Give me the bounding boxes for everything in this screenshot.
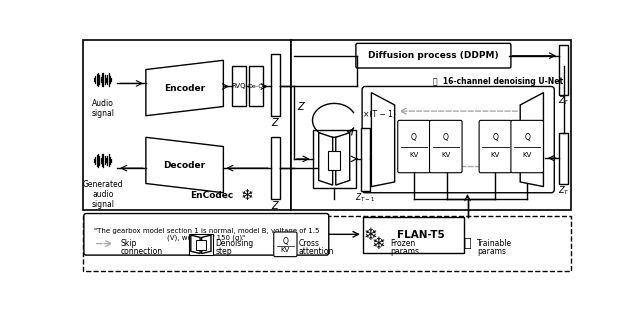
Text: "The gearbox model section 1 is normal, model B, voltage of 1.5
(V), weight of 1: "The gearbox model section 1 is normal, …	[93, 228, 319, 241]
Polygon shape	[336, 133, 349, 185]
Text: $Z_T$: $Z_T$	[557, 185, 570, 197]
FancyBboxPatch shape	[479, 120, 511, 173]
Text: Cross: Cross	[298, 239, 319, 248]
Text: Trainable: Trainable	[477, 239, 512, 248]
Text: params: params	[390, 247, 419, 256]
Text: Decoder: Decoder	[164, 161, 205, 170]
Bar	[271, 54, 280, 116]
Text: Q: Q	[443, 133, 449, 142]
FancyBboxPatch shape	[274, 232, 297, 257]
FancyBboxPatch shape	[84, 214, 329, 255]
Polygon shape	[371, 93, 395, 187]
FancyBboxPatch shape	[397, 120, 430, 173]
Bar	[328, 151, 340, 170]
Text: params: params	[477, 247, 506, 256]
Text: Diffusion process (DDPM): Diffusion process (DDPM)	[368, 51, 499, 60]
Bar	[249, 66, 263, 107]
Text: KV: KV	[491, 153, 500, 158]
Text: RVQ: RVQ	[232, 83, 246, 90]
Text: KV: KV	[410, 153, 419, 158]
Bar	[312, 130, 356, 188]
Text: Generated
audio
signal: Generated audio signal	[83, 180, 124, 210]
Text: 🔥: 🔥	[464, 237, 471, 250]
Text: $Z$: $Z$	[271, 116, 280, 128]
Text: EnCodec: EnCodec	[190, 191, 234, 200]
Bar	[232, 66, 246, 107]
Text: Skip: Skip	[120, 239, 137, 248]
Text: ×(T − 1): ×(T − 1)	[363, 110, 396, 119]
Bar	[363, 217, 463, 253]
Text: FLAN-T5: FLAN-T5	[397, 230, 445, 240]
Text: ❄: ❄	[371, 235, 385, 253]
Polygon shape	[191, 235, 200, 254]
Polygon shape	[520, 93, 543, 187]
Bar	[83, 216, 572, 271]
Text: connection: connection	[120, 247, 163, 256]
Text: Q: Q	[282, 237, 288, 246]
Text: KV: KV	[441, 153, 451, 158]
Text: Denoising: Denoising	[216, 239, 254, 248]
FancyBboxPatch shape	[429, 120, 462, 173]
Text: step: step	[216, 247, 232, 256]
Bar	[360, 128, 370, 191]
Text: ❄: ❄	[240, 188, 253, 202]
FancyBboxPatch shape	[362, 86, 554, 193]
Text: De-Q: De-Q	[248, 84, 264, 89]
FancyBboxPatch shape	[356, 43, 511, 68]
Text: Q: Q	[411, 133, 417, 142]
Text: Frozen: Frozen	[390, 239, 415, 248]
Text: 🔥  16-channel denoising U-Net: 🔥 16-channel denoising U-Net	[433, 77, 563, 86]
Polygon shape	[319, 133, 333, 185]
Polygon shape	[146, 60, 223, 116]
Bar	[83, 40, 291, 210]
Text: $Z$: $Z$	[271, 199, 280, 211]
Text: Audio
signal: Audio signal	[92, 99, 115, 118]
Text: attention: attention	[298, 247, 334, 256]
Bar	[189, 233, 213, 255]
Text: Q: Q	[524, 133, 530, 142]
Text: $Z_{T-1}$: $Z_{T-1}$	[355, 191, 375, 204]
Text: Q: Q	[492, 133, 499, 142]
Text: $Z_T$: $Z_T$	[557, 95, 570, 107]
Text: Encoder: Encoder	[164, 83, 205, 92]
Polygon shape	[202, 235, 211, 254]
Polygon shape	[146, 137, 223, 193]
Text: KV: KV	[522, 153, 532, 158]
Bar	[559, 133, 568, 184]
Bar	[291, 40, 572, 210]
FancyBboxPatch shape	[511, 120, 543, 173]
Bar	[559, 45, 568, 95]
Text: $Z$: $Z$	[297, 100, 306, 113]
Bar	[271, 137, 280, 199]
Text: KV: KV	[281, 247, 290, 254]
Text: ❄: ❄	[364, 226, 378, 244]
Bar	[196, 241, 205, 250]
